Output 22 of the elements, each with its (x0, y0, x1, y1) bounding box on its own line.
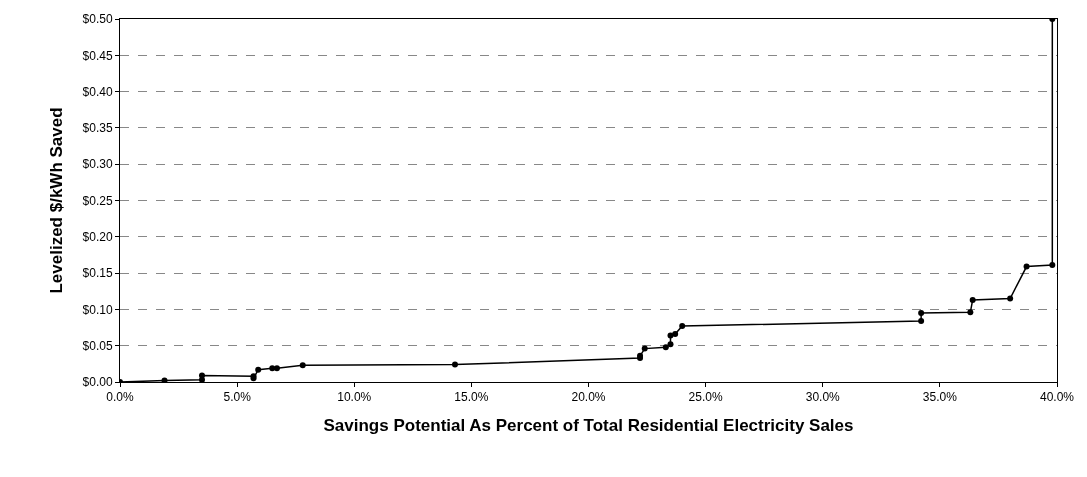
y-tick-label: $0.15 (82, 266, 113, 281)
y-tick-label: $0.00 (82, 375, 113, 390)
x-tick-label: 5.0% (223, 390, 252, 405)
x-tick-label: 15.0% (454, 390, 489, 405)
y-tick-label: $0.05 (82, 338, 113, 353)
y-tick-label: $0.50 (82, 12, 113, 27)
y-tick-label: $0.20 (82, 230, 113, 244)
y-tick-label: $0.45 (82, 48, 113, 63)
x-tick-label: 20.0% (571, 390, 606, 405)
x-tick-label: 40.0% (1039, 390, 1075, 405)
y-tick-label: $0.35 (82, 121, 113, 136)
y-axis-title: Levelized $/kWh Saved (47, 107, 67, 294)
x-tick-label: 25.0% (688, 390, 723, 405)
x-tick-label: 30.0% (805, 390, 841, 405)
y-tick-label: $0.25 (82, 193, 113, 208)
y-tick-label: $0.10 (82, 302, 113, 317)
x-tick-label: 0.0% (106, 390, 134, 405)
y-tick-label: $0.40 (82, 84, 113, 99)
x-axis-title: Savings Potential As Percent of Total Residential Electricity Sales (323, 415, 854, 435)
x-tick-label: 10.0% (337, 390, 372, 405)
y-tick-label: $0.30 (82, 157, 113, 172)
x-tick-label: 35.0% (922, 390, 958, 405)
